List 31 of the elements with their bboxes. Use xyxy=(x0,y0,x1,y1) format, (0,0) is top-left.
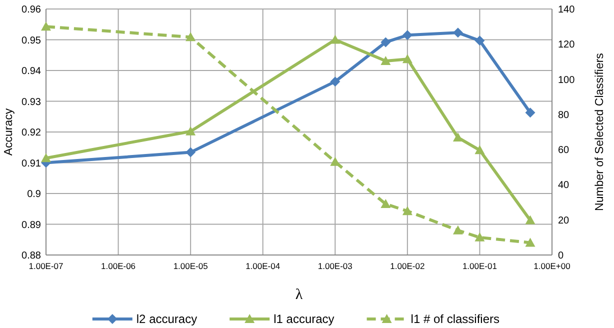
x-axis-title: λ xyxy=(295,287,304,303)
y-tick-label: 0.93 xyxy=(22,96,42,108)
y2-tick-label: 40 xyxy=(558,180,570,192)
y-tick-label: 0.89 xyxy=(22,220,42,231)
y2-tick-label: 80 xyxy=(558,110,570,121)
x-tick-label: 1.00E-04 xyxy=(246,261,280,271)
x-tick-label: 1.00E-01 xyxy=(462,261,498,271)
y-tick-label: 0.91 xyxy=(22,158,42,170)
legend-label: l1 accuracy xyxy=(274,312,334,326)
x-tick-label: 1.00E-02 xyxy=(390,261,425,271)
y-tick-label: 0.95 xyxy=(22,35,42,46)
y-tick-label: 0.88 xyxy=(22,250,42,262)
x-tick-label: 1.00E-05 xyxy=(173,261,208,271)
y-tick-label: 0.9 xyxy=(27,189,42,200)
y2-tick-label: 0 xyxy=(558,250,564,262)
y-tick-label: 0.96 xyxy=(22,4,42,16)
y-tick-label: 0.92 xyxy=(22,128,42,138)
legend-label: l1 # of classifiers xyxy=(410,312,500,326)
x-tick-label: 1.00E+00 xyxy=(534,261,571,271)
x-tick-label: 1.00E-06 xyxy=(101,261,136,271)
x-tick-label: 1.00E-07 xyxy=(28,261,64,271)
y2-tick-label: 20 xyxy=(558,215,570,226)
y2-tick-label: 140 xyxy=(558,4,576,16)
y2-axis-title: Number of Selected Classifiers xyxy=(594,52,606,211)
x-tick-label: 1.00E-03 xyxy=(318,261,353,271)
legend-label: l2 accuracy xyxy=(136,312,198,326)
y2-tick-label: 120 xyxy=(558,40,576,51)
y-axis-title: Accuracy xyxy=(3,108,15,156)
y-tick-label: 0.94 xyxy=(22,66,42,77)
y2-tick-label: 60 xyxy=(558,145,570,156)
y2-tick-label: 100 xyxy=(558,74,576,86)
